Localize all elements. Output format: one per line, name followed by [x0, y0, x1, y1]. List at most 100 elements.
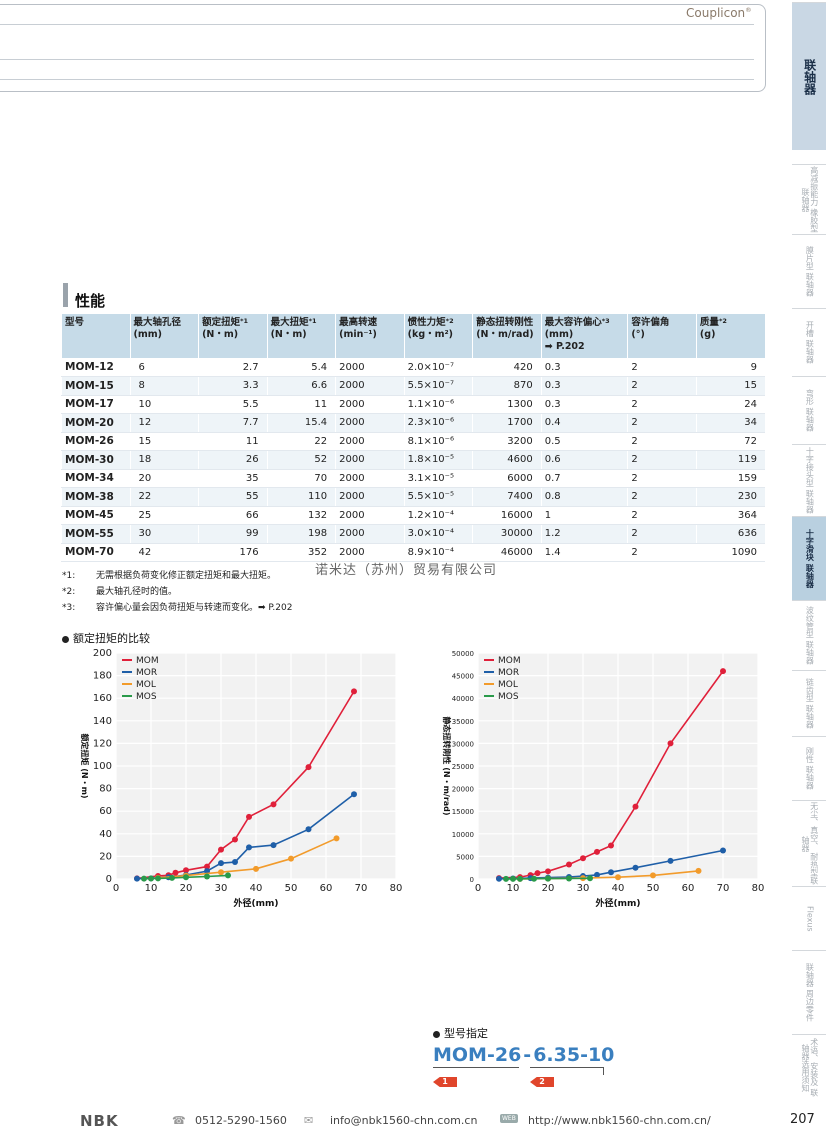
x-axis-label: 外径(mm) [595, 897, 641, 909]
data-point-mom [594, 848, 600, 855]
designation-underline [433, 1067, 519, 1068]
data-point-mom [172, 869, 179, 876]
data-point-mor [305, 826, 312, 833]
table-cell: 0.3 [540, 395, 628, 414]
data-point-mos [169, 874, 175, 881]
x-tick-label: 0 [113, 883, 119, 894]
model-cell: MOM-34 [61, 469, 131, 488]
header-frame [0, 4, 766, 92]
table-cell: 2 [627, 395, 697, 414]
model-cell: MOM-70 [61, 543, 131, 562]
table-row: MOM-12 6 2.7 5.4 2000 2.0×10⁻⁷ 420 0.3 2 9 [61, 358, 765, 377]
table-cell: 3200 [472, 432, 542, 451]
x-tick-label: 70 [355, 883, 368, 894]
sidebar-item[interactable]: 刚性 联轴器 [792, 736, 826, 800]
table-cell: 9 [695, 358, 765, 377]
table-cell: 0.3 [540, 358, 628, 377]
table-cell: 5.4 [266, 358, 336, 377]
table-cell: 2000 [335, 395, 405, 414]
mail-icon: ✉ [304, 1114, 314, 1127]
table-cell: 2 [627, 413, 697, 433]
table-cell: 3.3 [198, 376, 268, 396]
footnote-3: *3: 容许偏心量会因负荷扭矩与转速而变化。➡ P.202 [62, 603, 293, 613]
table-cell: 1.8×10⁻⁵ [403, 450, 473, 470]
table-cell: 364 [695, 506, 765, 525]
footer-email[interactable]: info@nbk1560-chn.com.cn [330, 1114, 478, 1127]
header-rule [0, 59, 754, 60]
data-point-mom [270, 801, 277, 808]
sidebar-item[interactable]: 十字接头型 联轴器 [792, 444, 826, 516]
y-tick-label: 25000 [452, 763, 474, 771]
sidebar-item[interactable]: 膜片型 联轴器 [792, 234, 826, 308]
table-cell: 8.9×10⁻⁴ [403, 543, 473, 562]
sidebar-item[interactable]: 联轴器 周边零件 [792, 950, 826, 1034]
y-tick-label: 0 [470, 876, 474, 884]
header-rule [0, 24, 754, 25]
legend-entry: MOM [136, 656, 159, 666]
table-cell: 2.3×10⁻⁶ [403, 413, 473, 433]
table-cell: 6 [129, 358, 199, 377]
sidebar-item-active[interactable]: 十字滑块 联轴器 [792, 516, 826, 600]
table-cell: 0.3 [540, 376, 628, 396]
table-row: MOM-34 20 35 70 2000 3.1×10⁻⁵ 6000 0.7 2 159 [61, 469, 765, 488]
data-point-mos [148, 875, 154, 882]
y-tick-label: 20000 [452, 786, 474, 794]
legend-entry: MOL [136, 680, 156, 690]
sidebar-item[interactable]: 术语、安装及 联轴器选用须知 [792, 1034, 826, 1100]
table-row: MOM-38 22 55 110 2000 5.5×10⁻⁵ 7400 0.8 2 230 [61, 487, 765, 507]
table-cell: 55 [198, 487, 268, 507]
table-header: 最大轴孔径 (mm) [129, 314, 199, 358]
table-cell: 8.1×10⁻⁶ [403, 432, 473, 451]
table-cell: 12 [129, 413, 199, 433]
section-marker [63, 283, 68, 307]
x-tick-label: 30 [215, 883, 228, 894]
footer-url[interactable]: http://www.nbk1560-chn.com.cn/ [528, 1114, 711, 1127]
table-cell: 52 [266, 450, 336, 470]
table-cell: 0.5 [540, 432, 628, 451]
table-row: MOM-20 12 7.7 15.4 2000 2.3×10⁻⁶ 1700 0.4 2 34 [61, 413, 765, 433]
sidebar-item[interactable]: 链齿型 联轴器 [792, 670, 826, 736]
x-tick-label: 60 [320, 883, 333, 894]
y-axis-label: 静态扭转刚性 (N・m/rad) [442, 716, 452, 815]
table-cell: 110 [266, 487, 336, 507]
table-cell: 0.7 [540, 469, 628, 488]
table-cell: 26 [198, 450, 268, 470]
y-tick-label: 140 [93, 716, 112, 727]
sidebar-item[interactable]: 弯形 联轴器 [792, 376, 826, 444]
table-cell: 198 [266, 524, 336, 544]
data-point-mor [204, 868, 210, 875]
table-cell: 2.7 [198, 358, 268, 377]
x-tick-label: 70 [717, 883, 730, 894]
table-cell: 636 [695, 524, 765, 544]
sidebar-item[interactable]: 波纹管型 联轴器 [792, 600, 826, 670]
model-cell: MOM-20 [61, 413, 131, 433]
table-cell: 2000 [335, 358, 405, 377]
sidebar-item[interactable]: 开槽 联轴器 [792, 308, 826, 376]
sidebar-item-main[interactable]: 联轴器 [792, 2, 826, 150]
data-point-mom [566, 861, 572, 868]
bullet-icon [62, 635, 69, 643]
footnote-2: *2: 最大轴孔径时的值。 [62, 587, 178, 597]
table-cell: 42 [129, 543, 199, 562]
table-cell: 2 [627, 376, 697, 396]
table-row: MOM-45 25 66 132 2000 1.2×10⁻⁴ 16000 1 2 364 [61, 506, 765, 525]
x-tick-label: 20 [542, 883, 555, 894]
data-point-mom [632, 803, 639, 810]
table-cell: 34 [695, 413, 765, 433]
legend-entry: MOL [498, 680, 518, 690]
table-cell: 1.1×10⁻⁶ [403, 395, 473, 414]
sidebar-item[interactable]: 高减振能力 橡胶型联轴器 [792, 164, 826, 234]
sidebar-item[interactable]: 无尘、真空、 耐热型联轴器 [792, 800, 826, 886]
table-header: 容许偏角 (°) [627, 314, 697, 358]
model-cell: MOM-38 [61, 487, 131, 507]
table-cell: 1700 [472, 413, 542, 433]
model-cell: MOM-30 [61, 450, 131, 470]
data-point-mol [650, 872, 656, 879]
data-point-mor [246, 844, 252, 851]
x-tick-label: 0 [475, 883, 481, 894]
y-tick-label: 45000 [452, 673, 474, 681]
bullet-icon [433, 1030, 440, 1038]
table-cell: 2 [627, 432, 697, 451]
sidebar-item[interactable]: Flexus [792, 886, 826, 950]
data-point-mor [232, 859, 238, 866]
